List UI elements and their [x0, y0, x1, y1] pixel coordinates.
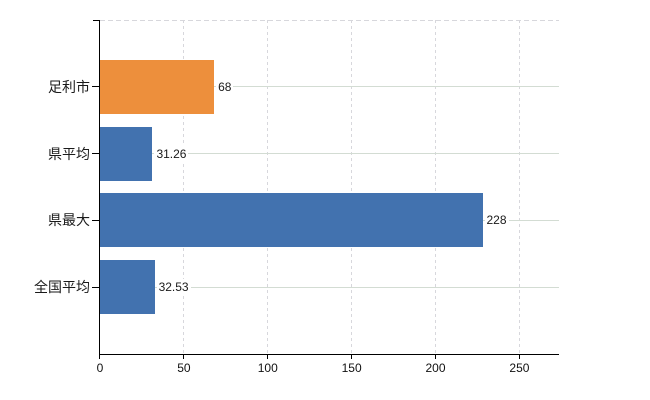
chart-bar [100, 59, 215, 114]
x-axis-line [98, 353, 559, 355]
category-tick [92, 286, 100, 288]
category-label: 県最大 [48, 212, 90, 229]
y-axis-line [98, 20, 100, 359]
gridline-vertical [267, 20, 269, 354]
chart-bar [100, 126, 153, 181]
x-axis-tick [183, 355, 185, 359]
gridline-vertical [351, 20, 353, 354]
x-axis-tick [351, 355, 353, 359]
gridline-horizontal [100, 286, 559, 288]
plot-area: 68 31.26 228 32.53 [100, 20, 559, 354]
gridline-vertical [435, 20, 437, 354]
bar-value-label: 32.53 [156, 279, 191, 296]
x-axis-tick [267, 355, 269, 359]
x-tick-label: 250 [509, 361, 530, 375]
bar-value-label: 31.26 [154, 145, 189, 162]
x-tick-label: 0 [96, 361, 104, 375]
gridline-vertical [183, 20, 185, 354]
gridline-horizontal [100, 86, 559, 88]
x-tick-label: 150 [341, 361, 362, 375]
y-axis-top-tick [93, 19, 100, 21]
gridline-horizontal [100, 153, 559, 155]
bar-value-label: 228 [484, 212, 509, 229]
category-tick [92, 86, 100, 88]
category-label: 足利市 [48, 78, 90, 95]
category-label: 県平均 [48, 145, 90, 162]
chart-bar [100, 193, 483, 248]
plot-top-border [100, 20, 559, 21]
gridline-vertical [518, 20, 520, 354]
category-tick [92, 219, 100, 221]
x-tick-label: 50 [177, 361, 191, 375]
category-label: 全国平均 [34, 279, 90, 296]
x-axis-tick [435, 355, 437, 359]
x-tick-label: 200 [425, 361, 446, 375]
x-tick-label: 100 [257, 361, 278, 375]
chart-bar [100, 260, 155, 315]
x-axis-tick [518, 355, 520, 359]
bar-value-label: 68 [216, 78, 234, 95]
category-tick [92, 153, 100, 155]
